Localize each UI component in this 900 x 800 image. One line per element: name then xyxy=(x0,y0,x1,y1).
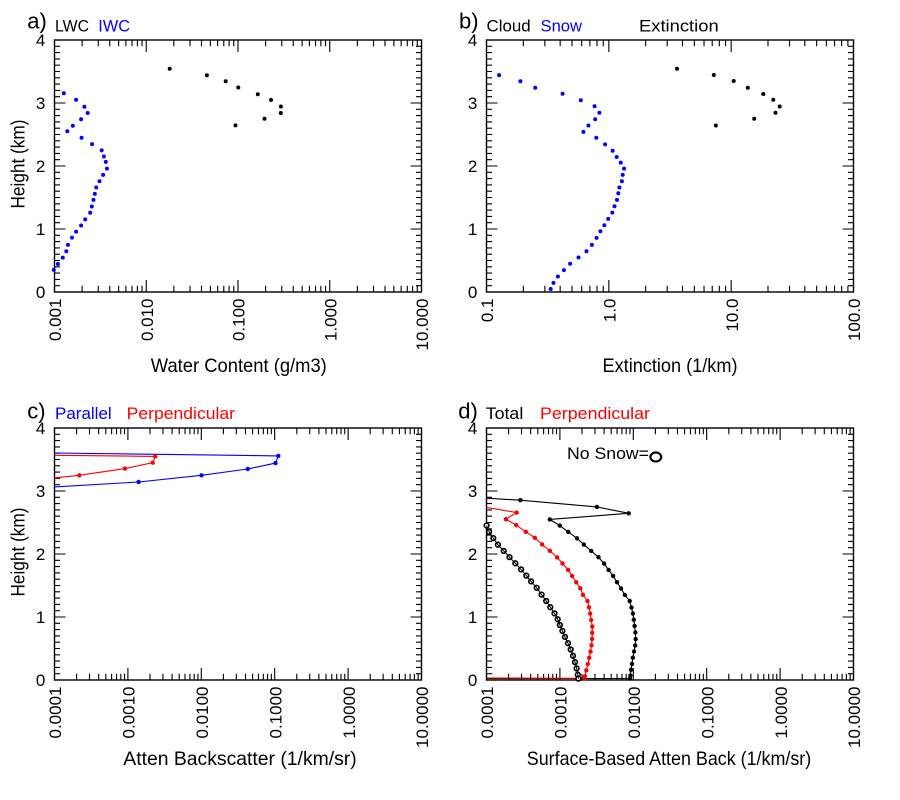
svg-text:1: 1 xyxy=(36,608,45,627)
svg-text:No Snow=: No Snow= xyxy=(567,444,649,463)
svg-text:3: 3 xyxy=(36,94,45,113)
svg-text:3: 3 xyxy=(36,482,45,501)
svg-text:1: 1 xyxy=(468,220,477,239)
svg-text:10.0: 10.0 xyxy=(723,299,742,332)
svg-text:Parallel: Parallel xyxy=(55,404,112,423)
svg-text:0.0010: 0.0010 xyxy=(552,687,571,739)
svg-text:1: 1 xyxy=(468,608,477,627)
svg-text:0: 0 xyxy=(36,283,45,302)
svg-text:1.0000: 1.0000 xyxy=(772,687,791,739)
svg-text:Extinction (1/km): Extinction (1/km) xyxy=(603,355,738,377)
svg-text:3: 3 xyxy=(468,482,477,501)
svg-text:1: 1 xyxy=(36,220,45,239)
svg-text:4: 4 xyxy=(36,419,45,438)
svg-text:0: 0 xyxy=(468,671,477,690)
svg-text:0.001: 0.001 xyxy=(46,299,65,342)
svg-text:0: 0 xyxy=(36,671,45,690)
svg-text:Water Content (g/m3): Water Content (g/m3) xyxy=(151,355,327,377)
svg-text:100.0: 100.0 xyxy=(845,299,864,342)
svg-text:10.0000: 10.0000 xyxy=(845,687,864,748)
svg-text:Height (km): Height (km) xyxy=(8,508,30,597)
svg-text:0.0010: 0.0010 xyxy=(120,687,139,739)
svg-text:Total: Total xyxy=(486,404,524,423)
svg-text:0.0001: 0.0001 xyxy=(478,687,497,739)
svg-text:1.0000: 1.0000 xyxy=(340,687,359,739)
svg-text:Surface-Based Atten Back (1/km: Surface-Based Atten Back (1/km/sr) xyxy=(527,748,811,770)
svg-text:10.0000: 10.0000 xyxy=(413,687,432,748)
svg-text:a): a) xyxy=(27,9,47,34)
svg-text:4: 4 xyxy=(468,419,477,438)
svg-text:Extinction: Extinction xyxy=(639,16,719,35)
svg-text:IWC: IWC xyxy=(98,16,130,35)
svg-text:2: 2 xyxy=(36,545,45,564)
svg-text:Snow: Snow xyxy=(541,16,583,35)
svg-text:4: 4 xyxy=(468,31,477,50)
svg-text:Perpendicular: Perpendicular xyxy=(540,404,650,423)
svg-text:0.0100: 0.0100 xyxy=(625,687,644,739)
svg-text:c): c) xyxy=(27,399,45,424)
svg-text:0.1000: 0.1000 xyxy=(266,687,285,739)
svg-text:3: 3 xyxy=(468,94,477,113)
svg-text:0.010: 0.010 xyxy=(138,299,157,342)
svg-text:0: 0 xyxy=(468,283,477,302)
svg-text:0.0100: 0.0100 xyxy=(193,687,212,739)
svg-text:1.000: 1.000 xyxy=(321,299,340,342)
svg-text:2: 2 xyxy=(468,545,477,564)
svg-text:b): b) xyxy=(459,9,479,34)
svg-text:Perpendicular: Perpendicular xyxy=(127,404,236,423)
svg-text:LWC: LWC xyxy=(55,16,89,35)
svg-text:0.1000: 0.1000 xyxy=(698,687,717,739)
svg-text:2: 2 xyxy=(36,157,45,176)
svg-text:0.1: 0.1 xyxy=(478,299,497,323)
svg-text:Height (km): Height (km) xyxy=(8,120,30,209)
svg-text:2: 2 xyxy=(468,157,477,176)
svg-text:0.100: 0.100 xyxy=(230,299,249,342)
svg-text:Atten Backscatter (1/km/sr): Atten Backscatter (1/km/sr) xyxy=(123,748,356,770)
svg-text:Cloud: Cloud xyxy=(487,16,531,35)
svg-text:10.000: 10.000 xyxy=(413,299,432,351)
svg-text:1.0: 1.0 xyxy=(601,299,620,323)
svg-text:4: 4 xyxy=(36,31,45,50)
svg-text:0.0001: 0.0001 xyxy=(46,687,65,739)
svg-text:d): d) xyxy=(458,399,478,424)
